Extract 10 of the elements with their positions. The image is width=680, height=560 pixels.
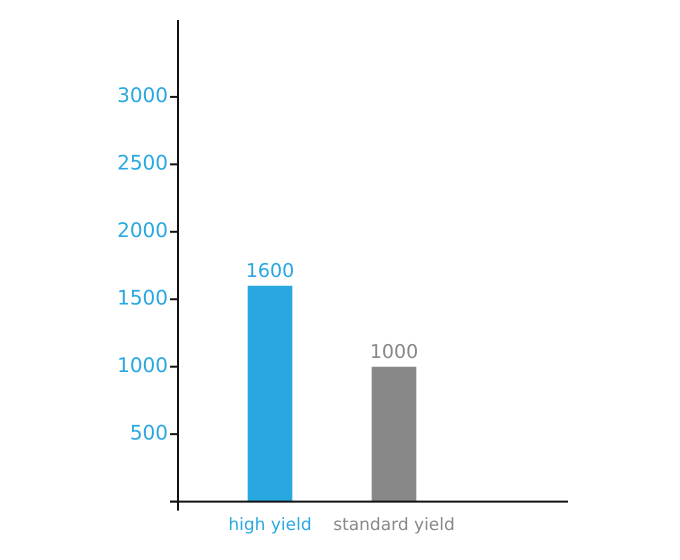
x-tick-label: high yield	[228, 515, 312, 536]
data-label: 1600	[246, 260, 294, 282]
y-tick-label: 1000	[117, 352, 168, 377]
data-label: 1000	[370, 341, 418, 364]
x-tick-label: standard yield	[333, 515, 455, 536]
y-tick-label: 2500	[117, 150, 168, 175]
y-tick-label: 500	[130, 420, 168, 444]
y-tick-label: 1500	[117, 285, 168, 310]
y-tick-label: 2000	[117, 218, 168, 242]
y-tick-label: 3000	[117, 83, 168, 108]
